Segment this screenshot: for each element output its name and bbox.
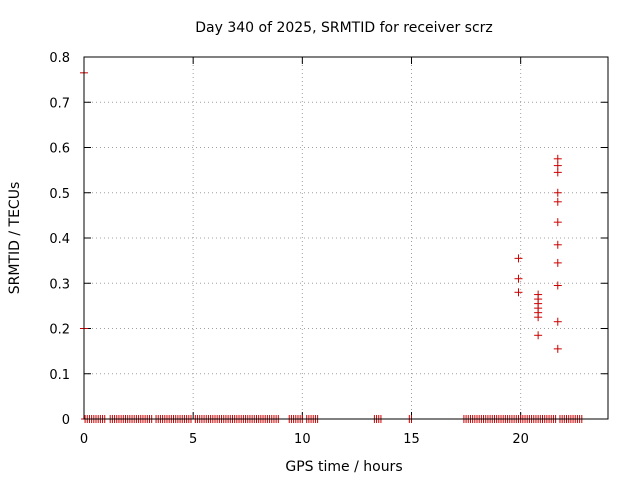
- y-tick-label: 0.3: [49, 277, 70, 292]
- y-tick-label: 0: [62, 413, 70, 428]
- data-point: [553, 218, 562, 227]
- x-tick-label: 15: [403, 432, 420, 447]
- x-tick-label: 5: [189, 432, 197, 447]
- data-point: [514, 254, 523, 263]
- x-tick-label: 0: [80, 432, 88, 447]
- chart-title: Day 340 of 2025, SRMTID for receiver scr…: [195, 20, 493, 36]
- data-point: [514, 274, 523, 283]
- y-tick-label: 0.7: [49, 96, 70, 111]
- x-axis-label: GPS time / hours: [285, 459, 402, 475]
- plot-frame: [83, 56, 609, 420]
- grid-layer: [84, 57, 608, 419]
- data-point: [534, 331, 543, 340]
- data-point: [534, 313, 543, 322]
- data-point: [553, 197, 562, 206]
- data-point: [553, 258, 562, 267]
- data-point: [553, 161, 562, 170]
- y-tick-label: 0.1: [49, 368, 70, 383]
- x-tick-label: 20: [512, 432, 529, 447]
- data-point: [553, 281, 562, 290]
- data-point: [553, 168, 562, 177]
- data-points: [80, 68, 586, 423]
- y-tick-label: 0.4: [49, 232, 70, 247]
- data-point: [553, 154, 562, 163]
- data-point: [553, 188, 562, 197]
- y-tick-label: 0.8: [49, 51, 70, 66]
- data-point: [514, 288, 523, 297]
- data-point: [553, 344, 562, 353]
- y-tick-label: 0.5: [49, 187, 70, 202]
- y-axis-label: SRMTID / TECUs: [7, 182, 23, 295]
- x-tick-label: 10: [294, 432, 311, 447]
- y-tick-label: 0.6: [49, 142, 70, 157]
- data-point: [553, 317, 562, 326]
- tick-layer: 0 0.1 0.2 0.3 0.4 0.5 0.6 0.7 0.8 0 5 10 15 20: [49, 51, 608, 447]
- y-tick-label: 0.2: [49, 323, 70, 338]
- data-point: [553, 240, 562, 249]
